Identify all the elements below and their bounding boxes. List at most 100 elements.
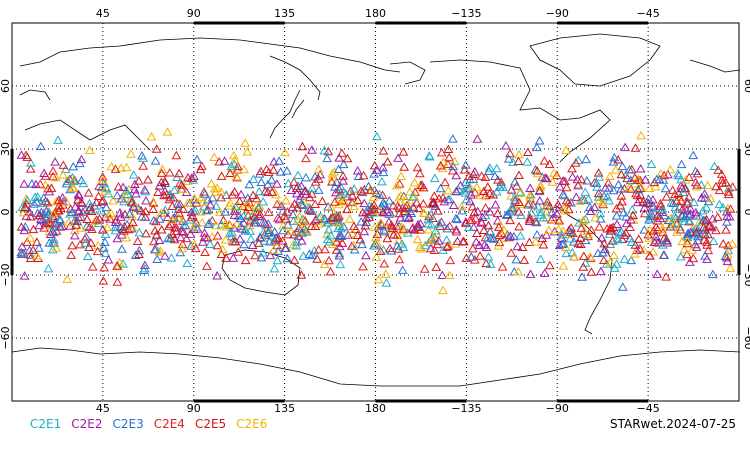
observation-marker: [327, 176, 337, 186]
observation-markers: [16, 127, 738, 295]
lat-label-right: −60: [742, 326, 750, 349]
observation-marker: [19, 271, 30, 280]
observation-marker: [146, 132, 157, 141]
observation-marker: [483, 220, 494, 230]
observation-marker: [217, 244, 228, 254]
observation-marker: [326, 213, 336, 222]
observation-marker: [216, 192, 226, 202]
observation-marker: [591, 178, 602, 187]
observation-marker: [358, 261, 368, 271]
observation-marker: [28, 245, 38, 254]
observation-marker: [25, 233, 36, 242]
observation-marker: [626, 237, 637, 246]
observation-marker: [433, 236, 444, 245]
observation-marker: [174, 178, 185, 188]
observation-marker: [463, 222, 474, 232]
observation-marker: [517, 242, 528, 252]
observation-marker: [633, 234, 644, 243]
observation-marker: [602, 223, 612, 233]
observation-marker: [149, 236, 159, 246]
observation-marker: [394, 254, 405, 264]
observation-marker: [672, 218, 682, 228]
observation-marker: [494, 230, 504, 239]
observation-marker: [621, 218, 632, 228]
observation-marker: [583, 231, 593, 241]
observation-marker: [718, 239, 729, 248]
observation-marker: [366, 207, 376, 216]
observation-marker: [65, 209, 75, 218]
observation-marker: [154, 235, 165, 244]
observation-marker: [42, 197, 53, 207]
observation-marker: [324, 255, 334, 265]
observation-marker: [192, 154, 202, 164]
observation-marker: [279, 211, 290, 220]
observation-marker: [164, 194, 175, 204]
observation-marker: [82, 214, 93, 224]
observation-marker: [25, 212, 36, 221]
observation-marker: [558, 189, 568, 199]
observation-marker: [633, 184, 644, 194]
observation-marker: [269, 263, 280, 273]
observation-marker: [525, 269, 536, 278]
observation-marker: [282, 207, 293, 216]
observation-marker: [580, 187, 591, 196]
observation-marker: [282, 166, 292, 175]
observation-marker: [57, 192, 68, 202]
observation-marker: [397, 239, 407, 248]
observation-marker: [53, 206, 64, 215]
observation-marker: [385, 243, 395, 253]
observation-marker: [19, 225, 30, 235]
observation-marker: [528, 200, 538, 209]
observation-marker: [176, 226, 187, 235]
observation-marker: [108, 195, 119, 205]
observation-marker: [110, 217, 121, 226]
observation-marker: [531, 142, 542, 152]
observation-marker: [169, 185, 180, 194]
lon-label-bottom: 180: [365, 402, 386, 415]
legend: C2E1 C2E2 C2E3 C2E4 C2E5 C2E6: [30, 417, 267, 431]
observation-marker: [691, 207, 701, 217]
observation-marker: [273, 213, 283, 222]
observation-marker: [444, 270, 455, 280]
observation-marker: [723, 245, 734, 255]
observation-marker: [134, 227, 145, 237]
observation-marker: [113, 182, 124, 191]
observation-marker: [420, 240, 431, 250]
observation-marker: [20, 222, 31, 231]
observation-marker: [651, 231, 661, 241]
observation-marker: [328, 212, 338, 222]
observation-marker: [620, 142, 630, 152]
observation-marker: [177, 243, 187, 253]
observation-marker: [581, 154, 591, 164]
observation-marker: [100, 186, 110, 195]
observation-marker: [452, 236, 463, 246]
observation-marker: [496, 228, 507, 238]
observation-marker: [456, 201, 467, 211]
observation-marker: [47, 244, 58, 254]
observation-marker: [464, 184, 474, 193]
observation-marker: [718, 202, 728, 212]
observation-marker: [680, 175, 691, 184]
observation-marker: [43, 263, 54, 273]
observation-marker: [334, 184, 345, 194]
observation-marker: [676, 196, 687, 205]
observation-marker: [336, 231, 347, 240]
observation-marker: [148, 204, 159, 213]
observation-marker: [39, 208, 49, 217]
observation-marker: [644, 251, 655, 260]
observation-marker: [167, 229, 178, 238]
observation-marker: [35, 210, 45, 220]
observation-marker: [327, 168, 338, 178]
observation-marker: [232, 161, 243, 171]
observation-marker: [644, 183, 655, 193]
observation-marker: [435, 160, 446, 170]
observation-marker: [60, 164, 71, 174]
observation-marker: [534, 135, 545, 145]
observation-marker: [692, 235, 703, 245]
observation-marker: [68, 183, 79, 192]
observation-marker: [296, 199, 307, 208]
observation-marker: [371, 252, 382, 261]
observation-marker: [480, 172, 491, 181]
observation-marker: [190, 243, 201, 253]
observation-marker: [356, 186, 366, 195]
